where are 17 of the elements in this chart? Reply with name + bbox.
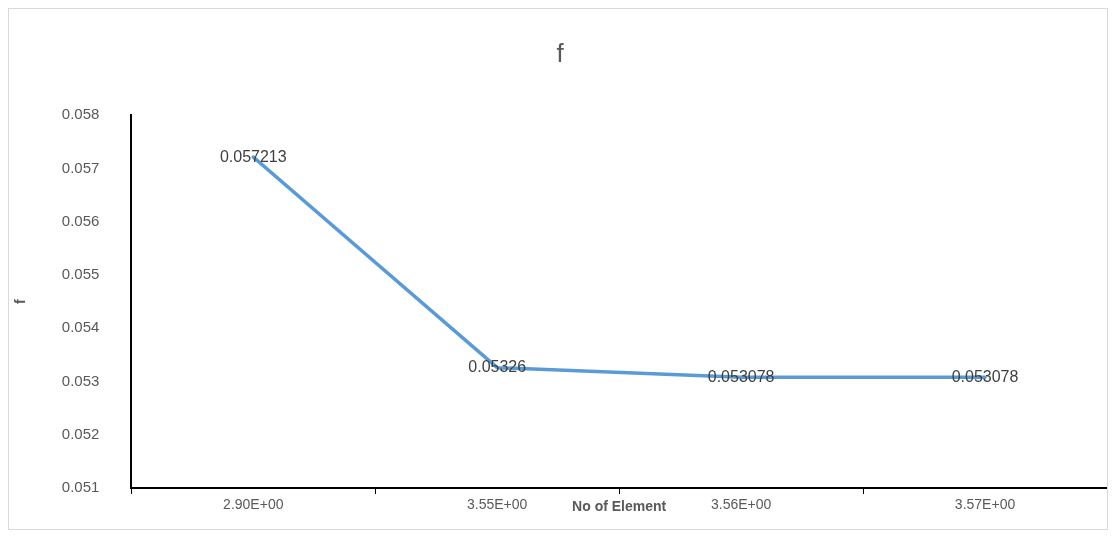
data-label: 0.053078: [951, 367, 1019, 385]
x-tick-label: 2.90E+00: [223, 496, 284, 513]
y-tick-label: 0.055: [61, 265, 100, 283]
chart-title: f: [556, 37, 565, 68]
x-tick-label: 3.56E+00: [710, 496, 772, 513]
y-axis-title: f: [12, 298, 29, 304]
x-axis-title: No of Element: [572, 498, 667, 515]
x-tick-label: 3.55E+00: [467, 496, 528, 513]
y-tick-label: 0.053: [61, 371, 100, 389]
y-tick-label: 0.052: [61, 424, 100, 442]
y-tick-label: 0.056: [61, 211, 100, 229]
y-tick-label: 0.057: [61, 158, 100, 176]
y-tick-label: 0.058: [61, 105, 100, 123]
y-tick-label: 0.051: [61, 478, 100, 496]
y-tick-label: 0.054: [61, 318, 100, 336]
data-label: 0.057213: [219, 147, 287, 165]
x-tick-label: 3.57E+00: [954, 496, 1016, 513]
